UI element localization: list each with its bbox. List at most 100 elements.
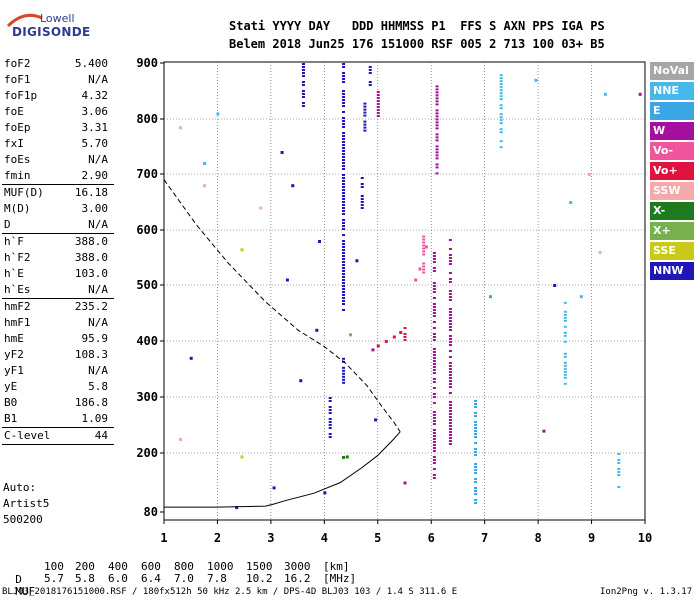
y-tick-label: 200 (136, 446, 158, 460)
echo-mark (422, 245, 425, 247)
echo-mark (342, 264, 345, 266)
echo-mark (474, 442, 477, 444)
echo-mark (342, 276, 345, 278)
echo-point (179, 126, 182, 129)
legend-item: SSE (650, 242, 694, 260)
echo-mark (433, 270, 436, 272)
echo-mark (433, 303, 436, 305)
echo-mark (422, 242, 425, 244)
echo-mark (474, 499, 477, 501)
echo-mark (433, 315, 436, 317)
echo-mark (342, 156, 345, 158)
echo-mark (329, 400, 332, 402)
echo-mark (436, 94, 439, 96)
echo-mark (449, 239, 452, 241)
echo-mark (433, 255, 436, 257)
echo-mark (500, 119, 503, 121)
echo-mark (449, 317, 452, 319)
echo-mark (436, 151, 439, 153)
echo-mark (436, 88, 439, 90)
echo-mark (449, 350, 452, 352)
echo-mark (449, 341, 452, 343)
echo-mark (449, 311, 452, 313)
echo-mark (564, 320, 567, 322)
echo-mark (342, 376, 345, 378)
ionogram-chart: 1 2 3 4 5 6 7 8 9 10 80200300400500600700800900 (0, 0, 700, 560)
echo-mark (342, 66, 345, 68)
echo-mark (361, 207, 364, 209)
echo-mark (474, 448, 477, 450)
echo-mark (564, 317, 567, 319)
echo-mark (342, 288, 345, 290)
echo-mark (342, 117, 345, 119)
echo-mark (342, 93, 345, 95)
echo-mark (342, 234, 345, 236)
echo-mark (342, 183, 345, 185)
echo-mark (500, 86, 503, 88)
echo-point (281, 151, 284, 154)
echo-mark (433, 258, 436, 260)
echo-point (588, 173, 591, 176)
y-tick-label: 700 (136, 167, 158, 181)
echo-mark (500, 74, 503, 76)
echo-mark (342, 255, 345, 257)
x-tick-label: 2 (214, 531, 221, 545)
direction-legend: NoVal NNE E W Vo- Vo+ SSW X- X+ SSE NNW (650, 62, 694, 282)
echo-mark (449, 254, 452, 256)
echo-mark (377, 109, 380, 111)
echo-mark (433, 411, 436, 413)
echo-mark (342, 370, 345, 372)
echo-mark (329, 421, 332, 423)
echo-mark (433, 378, 436, 380)
echo-mark (342, 63, 345, 65)
echo-point (599, 251, 602, 254)
echo-mark (433, 447, 436, 449)
echo-mark (342, 123, 345, 125)
echo-mark (342, 303, 345, 305)
echo-mark (342, 147, 345, 149)
muf-value: 7.8 (207, 572, 227, 585)
x-tick-label: 4 (321, 531, 328, 545)
echo-mark (474, 415, 477, 417)
echo-mark (500, 89, 503, 91)
echo-mark (433, 432, 436, 434)
echo-mark (500, 116, 503, 118)
echo-mark (342, 72, 345, 74)
echo-mark (433, 468, 436, 470)
x-tick-label: 7 (481, 531, 488, 545)
echo-mark (436, 139, 439, 141)
echo-mark (302, 66, 305, 68)
echo-mark (433, 429, 436, 431)
echo-mark (449, 365, 452, 367)
echo-mark (342, 228, 345, 230)
echo-mark (474, 493, 477, 495)
echo-mark (500, 92, 503, 94)
echo-mark (342, 195, 345, 197)
echo-mark (302, 84, 305, 86)
echo-mark (449, 278, 452, 280)
echo-point (349, 333, 352, 336)
echo-mark (433, 261, 436, 263)
echo-point (553, 284, 556, 287)
echo-point (393, 336, 396, 339)
echo-mark (500, 77, 503, 79)
echo-mark (404, 327, 407, 329)
echo-point (318, 240, 321, 243)
echo-point (377, 344, 380, 347)
footer-version: Ion2Png v. 1.3.17 (600, 587, 692, 597)
echo-mark (433, 402, 436, 404)
echo-mark (564, 356, 567, 358)
echo-mark (474, 400, 477, 402)
echo-mark (449, 401, 452, 403)
echo-mark (433, 414, 436, 416)
echo-mark (377, 100, 380, 102)
echo-mark (449, 296, 452, 298)
echo-mark (342, 358, 345, 360)
echo-mark (302, 72, 305, 74)
echo-mark (342, 90, 345, 92)
echo-mark (433, 291, 436, 293)
echo-mark (449, 272, 452, 274)
echo-mark (342, 225, 345, 227)
legend-item: W (650, 122, 694, 140)
echo-mark (369, 69, 372, 71)
